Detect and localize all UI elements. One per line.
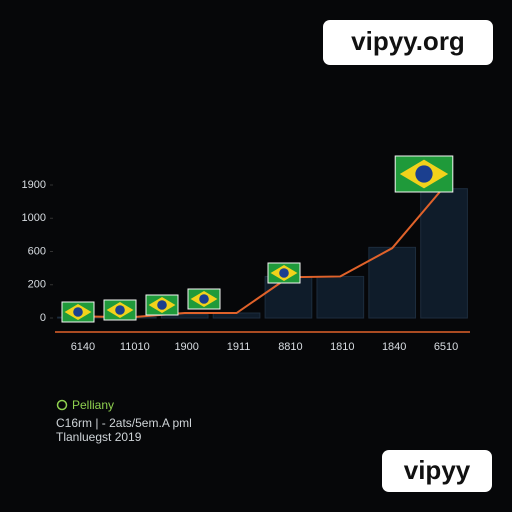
y-tick-label: 600 <box>28 245 46 257</box>
x-tick-label: 1911 <box>227 341 251 353</box>
flag-globe <box>157 300 167 310</box>
legend-marker <box>56 399 68 411</box>
bar <box>420 188 468 319</box>
flag-globe <box>199 294 209 304</box>
note: C16rm | - 2ats/5em.A pml <box>56 416 192 430</box>
x-tick-label: 8810 <box>278 341 302 353</box>
flag-globe <box>279 268 289 278</box>
y-tick-label: 1000 <box>22 212 46 224</box>
watermark-box <box>323 20 493 65</box>
bar <box>160 314 209 319</box>
bar <box>368 246 417 319</box>
x-tick-label: 6140 <box>71 341 95 353</box>
x-tick-label: 1810 <box>330 341 354 353</box>
x-tick-label: 6510 <box>434 341 458 353</box>
x-tick-label: 1840 <box>382 341 406 353</box>
line <box>80 186 445 319</box>
flag-globe <box>73 307 83 317</box>
legend-label: Pelliany <box>72 398 114 412</box>
flags <box>61 155 454 323</box>
x-tick-label: 1900 <box>174 341 198 353</box>
y-tick-label: 0 <box>40 312 46 324</box>
note: Tlanluegst 2019 <box>56 430 142 444</box>
y-tick-label: 200 <box>28 279 46 291</box>
flag-globe <box>415 165 433 183</box>
flag-globe <box>115 305 125 315</box>
watermark-box <box>382 450 492 492</box>
y-tick-label: 1900 <box>22 179 46 191</box>
bar <box>316 275 365 319</box>
watermark: vipyy.org <box>351 26 465 56</box>
watermark: vipyy <box>404 455 471 485</box>
x-tick-label: 11010 <box>120 341 150 353</box>
